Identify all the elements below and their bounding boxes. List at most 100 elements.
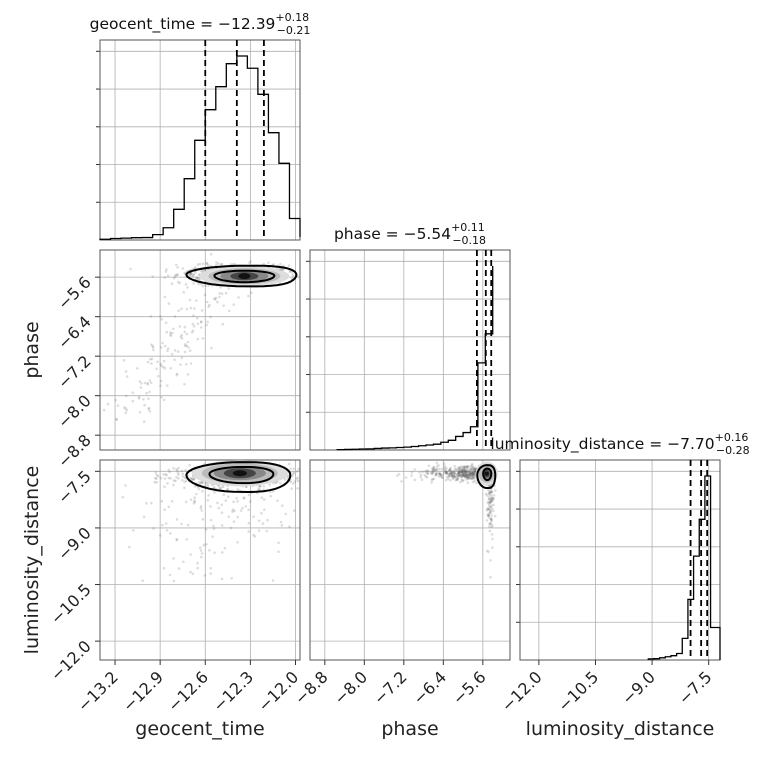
sample-point [465, 469, 469, 473]
sample-point [163, 295, 167, 299]
sample-point [455, 473, 459, 476]
sample-point [450, 471, 453, 475]
sample-point [471, 474, 475, 478]
sample-point [164, 321, 168, 325]
sample-point [459, 473, 463, 477]
sample-point [223, 546, 227, 550]
sample-point [400, 480, 403, 483]
sample-point [461, 479, 464, 483]
sample-point [125, 394, 128, 398]
sample-point [211, 483, 214, 487]
sample-point [470, 470, 474, 474]
sample-point [172, 276, 176, 280]
sample-point [259, 484, 262, 488]
sample-point [212, 486, 216, 489]
sample-point [175, 538, 179, 542]
sample-point [296, 487, 299, 490]
sample-point [437, 471, 441, 475]
sample-point [452, 474, 456, 478]
sample-point [463, 465, 467, 469]
sample-point [203, 293, 207, 297]
sample-point [167, 505, 171, 509]
sample-point [440, 467, 444, 471]
sample-point [284, 512, 288, 516]
contour-86 [185, 461, 292, 494]
sample-point [457, 471, 461, 474]
sample-point [473, 469, 477, 473]
panel-frame [99, 249, 301, 451]
sample-point [427, 464, 431, 468]
sample-point [189, 306, 193, 310]
scatter-panel-geocent_time-vs-luminosity_distance [99, 459, 301, 661]
sample-point [474, 466, 478, 470]
sample-point [147, 407, 151, 411]
sample-point [193, 485, 197, 488]
sample-point [136, 367, 139, 370]
sample-point [453, 475, 456, 478]
sample-point [487, 501, 491, 505]
scatter-panel-geocent_time-vs-phase [99, 249, 301, 451]
sample-point [489, 490, 493, 493]
sample-point [488, 491, 491, 495]
sample-point [487, 489, 490, 493]
sample-point [467, 473, 471, 477]
sample-point [197, 282, 200, 286]
sample-point [153, 480, 157, 484]
sample-point [181, 479, 184, 482]
sample-point [233, 509, 236, 513]
sample-point [291, 273, 295, 276]
sample-point [469, 477, 473, 480]
panel-grid [310, 460, 510, 660]
sample-point [159, 384, 162, 388]
sample-point [124, 411, 128, 415]
sample-point [465, 467, 469, 471]
sample-point [189, 477, 193, 480]
x-tick-label: −12.0 [498, 667, 546, 715]
sample-point [172, 467, 175, 470]
sample-point [281, 504, 284, 508]
sample-point [455, 478, 458, 482]
sample-point [489, 511, 492, 515]
sample-point [247, 521, 251, 525]
sample-point [239, 509, 243, 512]
sample-point [188, 349, 192, 353]
sample-point [431, 472, 434, 475]
sample-point [471, 476, 475, 479]
y-axis-phase: −8.8−8.0−7.2−6.4−5.6 phase [21, 273, 100, 471]
sample-point [196, 337, 200, 341]
sample-point [162, 398, 166, 402]
sample-point [431, 477, 435, 481]
sample-point [168, 470, 171, 474]
sample-point [288, 270, 292, 274]
sample-point [209, 505, 212, 508]
sample-point [463, 473, 466, 477]
sample-point [149, 315, 153, 318]
sample-point [196, 276, 200, 280]
sample-point [444, 478, 448, 482]
sample-point [186, 523, 190, 527]
sample-point [121, 495, 125, 499]
sample-point [473, 473, 476, 477]
sample-point [236, 488, 240, 491]
sample-point [457, 468, 460, 472]
sample-point [438, 472, 442, 476]
sample-point [205, 262, 209, 266]
sample-point [221, 551, 224, 554]
y-tick-label: −5.6 [54, 273, 95, 314]
sample-point [445, 475, 449, 479]
sample-point [219, 286, 222, 289]
sample-point [209, 567, 213, 570]
sample-point [207, 494, 210, 497]
panel-frame [99, 39, 301, 241]
sample-point [468, 468, 471, 471]
sample-point [473, 470, 476, 474]
sample-point [435, 472, 439, 476]
sample-point [249, 260, 252, 263]
sample-point [293, 480, 297, 483]
sample-point [169, 367, 173, 370]
sample-point [466, 473, 470, 477]
x-axis-luminosity_distance: −12.0 −10.5 −9.0 −7.5 luminosity_distance [498, 660, 716, 740]
sample-point [467, 475, 470, 479]
sample-point [489, 500, 492, 504]
sample-point [465, 478, 469, 481]
